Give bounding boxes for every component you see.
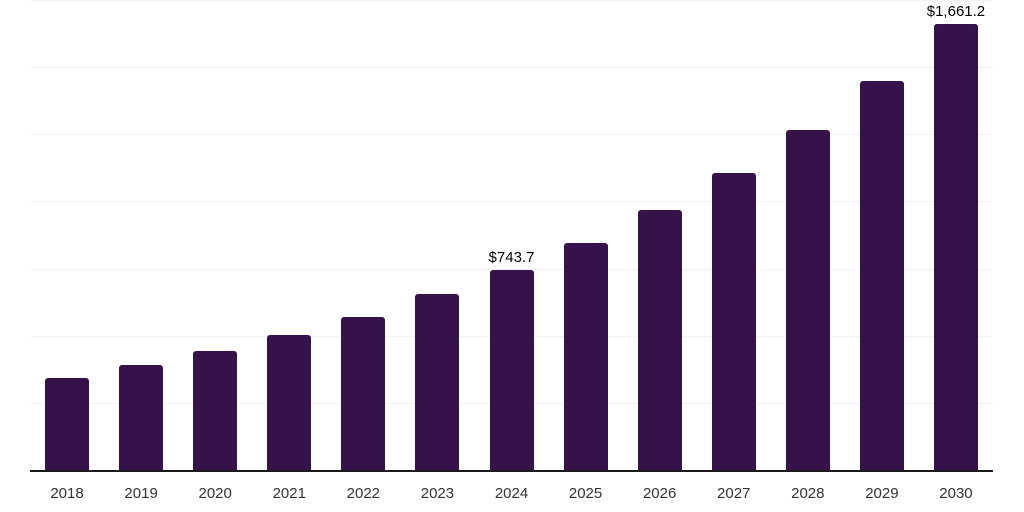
gridline-1250: [30, 134, 993, 136]
bar-2019[interactable]: [119, 364, 164, 470]
x-tick-2023: 2023: [420, 485, 455, 502]
x-tick-2022: 2022: [346, 485, 381, 502]
x-tick-2020: 2020: [198, 485, 232, 502]
bar-2022[interactable]: [341, 317, 386, 470]
x-tick-2025: 2025: [568, 485, 603, 502]
bar-value-label-2024: $743.7: [488, 249, 535, 267]
bar-2028[interactable]: [785, 129, 830, 470]
bar-2027[interactable]: [711, 172, 756, 470]
bar-2030[interactable]: [933, 23, 978, 470]
gridline-1750: [30, 0, 993, 1]
bar-2029[interactable]: [859, 80, 904, 470]
gridline-1500: [30, 67, 993, 69]
x-tick-2029: 2029: [865, 485, 899, 502]
gridline-1000: [30, 201, 993, 203]
bar-2026[interactable]: [637, 209, 682, 470]
x-axis-line: [30, 470, 993, 472]
bar-2025[interactable]: [563, 242, 608, 470]
x-tick-2021: 2021: [272, 485, 306, 502]
x-tick-2024: 2024: [494, 485, 529, 502]
bar-2023[interactable]: [415, 294, 460, 470]
x-tick-2027: 2027: [717, 485, 751, 502]
gridline-750: [30, 268, 993, 270]
x-tick-2030: 2030: [939, 485, 973, 502]
bar-2021[interactable]: [267, 335, 312, 470]
x-tick-2026: 2026: [642, 485, 677, 502]
x-tick-2019: 2019: [124, 485, 158, 502]
bar-2018[interactable]: [45, 378, 90, 470]
x-tick-2028: 2028: [791, 485, 825, 502]
bar-value-label-2030: $1,661.2: [926, 2, 986, 20]
x-tick-2018: 2018: [50, 485, 84, 502]
bar-2020[interactable]: [193, 351, 238, 470]
bar-2024[interactable]: [489, 270, 534, 470]
